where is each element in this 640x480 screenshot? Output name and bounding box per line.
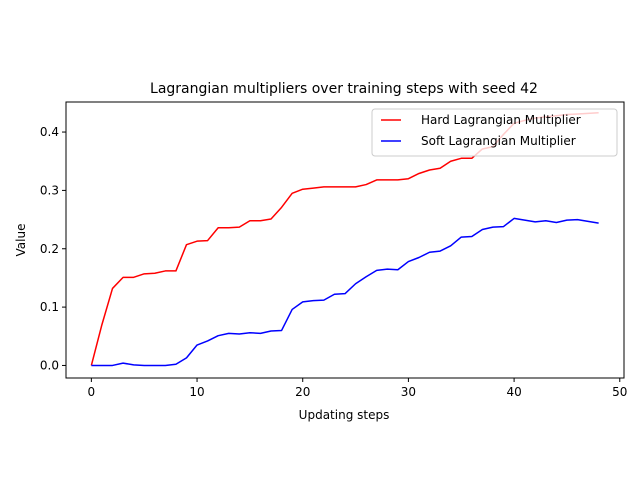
chart-title: Lagrangian multipliers over training ste… [150, 81, 538, 97]
legend-label-hard: Hard Lagrangian Multiplier [421, 113, 581, 127]
x-tick-label: 40 [506, 385, 521, 399]
x-tick-label: 0 [88, 385, 96, 399]
axis-ticks: 0 10 20 30 40 50 0.0 0.1 0.2 0.3 0.4 [40, 125, 628, 399]
legend-label-soft: Soft Lagrangian Multiplier [421, 134, 576, 148]
x-tick-label: 50 [612, 385, 627, 399]
x-tick-label: 20 [295, 385, 310, 399]
y-tick-label: 0.4 [40, 125, 59, 139]
y-tick-label: 0.1 [40, 300, 59, 314]
y-tick-label: 0.3 [40, 183, 59, 197]
y-tick-label: 0.2 [40, 242, 59, 256]
x-tick-label: 10 [189, 385, 204, 399]
x-axis-label: Updating steps [299, 408, 390, 422]
x-tick-label: 30 [401, 385, 416, 399]
y-axis-label: Value [14, 224, 28, 257]
legend: Hard Lagrangian Multiplier Soft Lagrangi… [371, 108, 618, 157]
series-line-1 [91, 217, 599, 367]
plot-frame [65, 101, 625, 379]
legend-box [371, 108, 618, 157]
y-tick-label: 0.0 [40, 358, 59, 372]
